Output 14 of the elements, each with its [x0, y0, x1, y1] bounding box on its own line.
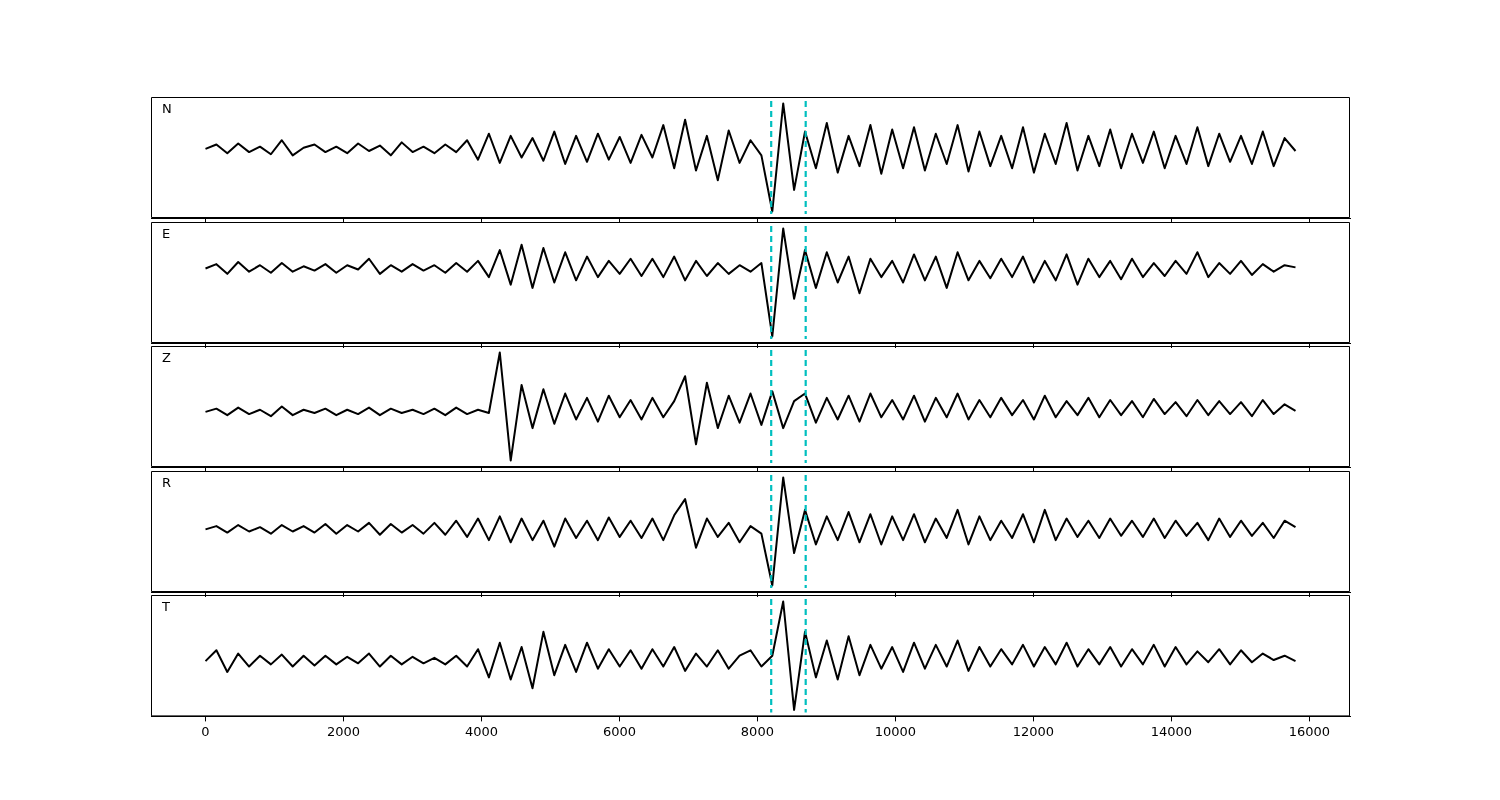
- x-tick-label: 8000: [740, 723, 774, 739]
- annotation: R: [162, 474, 172, 490]
- annotation: T: [161, 598, 170, 614]
- x-tick-label: 2000: [326, 723, 361, 739]
- annotation: N: [162, 100, 172, 116]
- x-tick-label: 10000: [874, 723, 917, 739]
- annotation: Z: [162, 349, 171, 365]
- x-tick-label: 4000: [464, 723, 498, 739]
- x-tick-label: 14000: [1150, 723, 1192, 739]
- x-tick-label: 0: [201, 723, 210, 739]
- x-tick-label: 6000: [602, 723, 636, 739]
- annotation: E: [162, 225, 171, 241]
- x-tick-label: 16000: [1288, 723, 1330, 739]
- x-tick-label: 12000: [1012, 723, 1055, 739]
